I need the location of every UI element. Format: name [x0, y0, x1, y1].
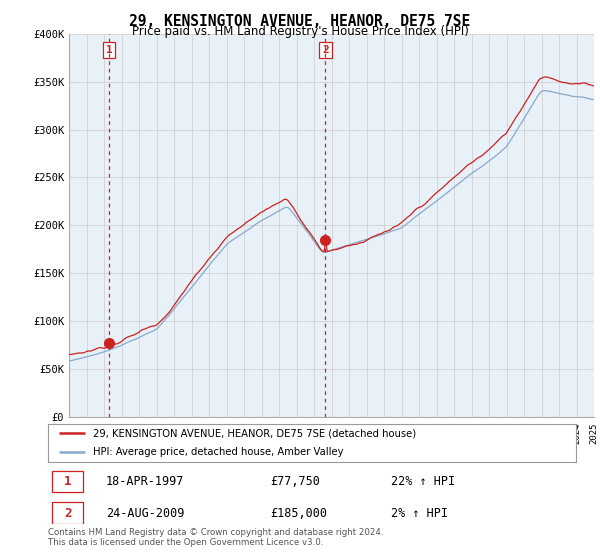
Text: 2: 2 [64, 506, 71, 520]
Text: £185,000: £185,000 [270, 506, 327, 520]
Text: 22% ↑ HPI: 22% ↑ HPI [391, 475, 455, 488]
FancyBboxPatch shape [52, 502, 83, 524]
Text: 18-APR-1997: 18-APR-1997 [106, 475, 184, 488]
Text: £77,750: £77,750 [270, 475, 320, 488]
Text: Contains HM Land Registry data © Crown copyright and database right 2024.
This d: Contains HM Land Registry data © Crown c… [48, 528, 383, 547]
Text: 29, KENSINGTON AVENUE, HEANOR, DE75 7SE: 29, KENSINGTON AVENUE, HEANOR, DE75 7SE [130, 14, 470, 29]
Text: Price paid vs. HM Land Registry's House Price Index (HPI): Price paid vs. HM Land Registry's House … [131, 25, 469, 38]
FancyBboxPatch shape [52, 470, 83, 492]
Text: 2% ↑ HPI: 2% ↑ HPI [391, 506, 448, 520]
Text: 24-AUG-2009: 24-AUG-2009 [106, 506, 184, 520]
Text: 1: 1 [106, 45, 113, 55]
Text: 2: 2 [322, 45, 329, 55]
Text: 29, KENSINGTON AVENUE, HEANOR, DE75 7SE (detached house): 29, KENSINGTON AVENUE, HEANOR, DE75 7SE … [93, 428, 416, 438]
Text: 1: 1 [64, 475, 71, 488]
Text: HPI: Average price, detached house, Amber Valley: HPI: Average price, detached house, Ambe… [93, 447, 343, 458]
